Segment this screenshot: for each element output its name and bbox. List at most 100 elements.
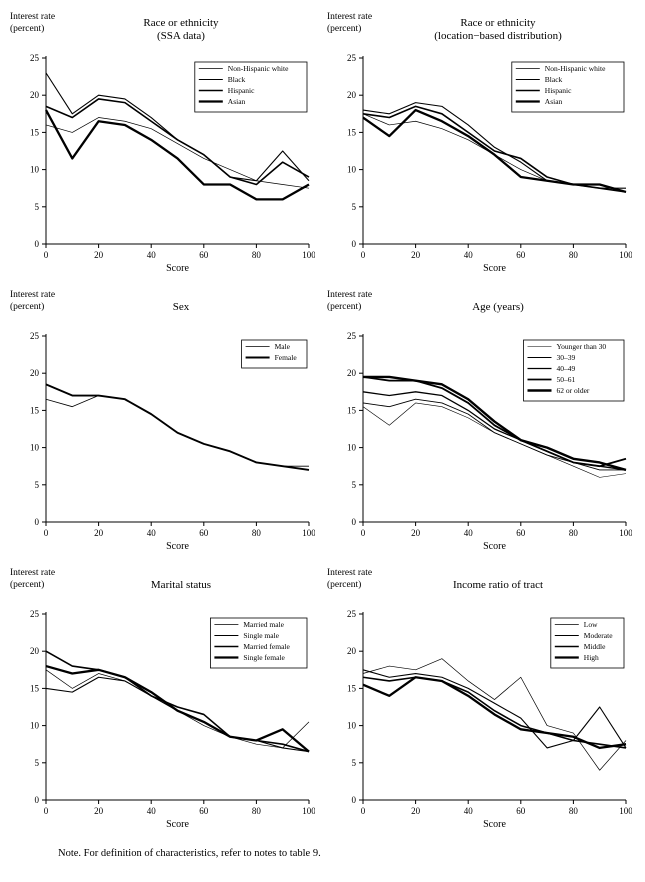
x-tick-label: 0 (361, 528, 366, 538)
chart-title-line1: Age (years) (472, 301, 524, 314)
x-tick-label: 0 (44, 806, 49, 816)
chart-age: Interest rate (percent) Age (years) 0 5 10… (327, 290, 639, 556)
y-tick-label: 15 (30, 683, 40, 693)
series-line (45, 383, 310, 471)
x-tick-label: 80 (252, 528, 262, 538)
legend-label: Single male (243, 631, 279, 640)
y-tick-label: 25 (30, 331, 40, 341)
x-tick-label: 100 (619, 528, 632, 538)
x-tick-label: 20 (411, 528, 421, 538)
line-plot-age: 0 5 10 15 20 25 0 20 40 60 80 100 Score Younger than … (347, 331, 632, 552)
series-line (45, 395, 309, 467)
y-tick-label: 10 (30, 443, 40, 453)
y-tick-label: 20 (30, 368, 40, 378)
chart-header: Interest rate (percent) Income ratio of … (327, 568, 639, 604)
legend-label: Asian (228, 97, 246, 106)
series-line (45, 676, 310, 753)
chart-title: Marital status (10, 568, 322, 604)
x-tick-label: 40 (464, 806, 474, 816)
x-tick-label: 100 (302, 806, 315, 816)
legend-label: Low (584, 620, 598, 629)
y-axis-label-line2: (percent) (327, 301, 362, 312)
chart-title-line1: Marital status (150, 579, 212, 592)
chart-title-line2: (location−based distribution) (434, 30, 562, 42)
chart-header: Interest rate (percent) Sex (10, 290, 322, 326)
y-tick-label: 20 (30, 646, 40, 656)
legend (550, 617, 625, 669)
line-plot-sex: 0 5 10 15 20 25 0 20 40 60 80 100 Score Male Female (30, 331, 315, 552)
y-tick-label: 0 (35, 517, 40, 527)
line-plot-race-location: 0 5 10 15 20 25 0 20 40 60 80 100 Score Non-Hispanic … (347, 53, 632, 274)
legend-label: 30–39 (557, 353, 576, 362)
x-tick-label: 100 (619, 250, 632, 260)
x-axis-title: Score (166, 819, 189, 830)
y-tick-label: 20 (347, 90, 357, 100)
x-tick-label: 80 (569, 806, 579, 816)
y-tick-label: 15 (30, 405, 40, 415)
x-tick-label: 0 (44, 528, 49, 538)
legend (241, 339, 308, 369)
chart-title-line1: Income ratio of tract (452, 579, 544, 592)
y-tick-label: 10 (30, 721, 40, 731)
x-tick-label: 100 (619, 806, 632, 816)
x-tick-label: 60 (516, 806, 526, 816)
y-axis-label-line2: (percent) (327, 579, 362, 590)
y-tick-label: 15 (347, 683, 357, 693)
x-tick-label: 60 (199, 250, 209, 260)
y-axis-label-line2: (percent) (10, 301, 45, 312)
chart-title-line1: Race or ethnicity (460, 16, 536, 29)
legend-label: Younger than 30 (557, 342, 607, 351)
x-tick-label: 40 (147, 250, 157, 260)
y-tick-label: 15 (347, 127, 357, 137)
x-axis-title: Score (483, 541, 506, 552)
legend-label: High (584, 653, 599, 662)
series-line (362, 398, 626, 471)
x-tick-label: 100 (302, 250, 315, 260)
legend (194, 61, 308, 113)
legend-label: Middle (584, 642, 606, 651)
x-tick-label: 100 (302, 528, 315, 538)
x-tick-label: 80 (569, 528, 579, 538)
chart-grid: Interest rate (percent) Race or ethnicit… (10, 12, 639, 834)
y-tick-label: 5 (35, 758, 40, 768)
series-line (362, 105, 627, 193)
footnote: Note. For definition of characteristics,… (58, 848, 321, 859)
y-tick-label: 0 (352, 239, 357, 249)
y-tick-label: 0 (35, 239, 40, 249)
x-tick-label: 60 (199, 806, 209, 816)
series-line (44, 109, 310, 201)
y-tick-label: 25 (347, 53, 357, 63)
x-tick-label: 40 (464, 250, 474, 260)
series-line (362, 658, 627, 771)
x-tick-label: 20 (94, 806, 104, 816)
chart-marital-status: Interest rate (percent) Marital status 0… (10, 568, 322, 834)
y-axis-label-line2: (percent) (327, 23, 362, 34)
x-tick-label: 80 (252, 250, 262, 260)
y-tick-label: 15 (30, 127, 40, 137)
legend-label: Female (275, 353, 298, 362)
x-tick-label: 0 (361, 806, 366, 816)
y-axis-label-line1: Interest rate (10, 290, 56, 300)
series-line (363, 375, 627, 472)
y-tick-label: 5 (352, 480, 357, 490)
series-line (362, 102, 626, 189)
y-tick-label: 10 (347, 165, 357, 175)
series-line (45, 650, 310, 753)
x-tick-label: 60 (199, 528, 209, 538)
y-tick-label: 5 (352, 758, 357, 768)
y-axis-label-line2: (percent) (10, 579, 45, 590)
legend-label: Black (545, 75, 563, 84)
x-axis-title: Score (483, 819, 506, 830)
y-axis-label: Interest rate (percent) (327, 12, 372, 36)
legend-label: Hispanic (228, 86, 255, 95)
legend-label: Non-Hispanic white (545, 64, 606, 73)
series-line (45, 117, 310, 189)
y-axis-label: Interest rate (percent) (327, 568, 372, 592)
y-axis-label: Interest rate (percent) (10, 12, 55, 36)
line-plot-marital-status: 0 5 10 15 20 25 0 20 40 60 80 100 Score Married male S… (30, 609, 315, 830)
legend-label: 62 or older (557, 386, 590, 395)
chart-title: Race or ethnicity (SSA data) (10, 12, 322, 48)
series-line (45, 98, 310, 186)
legend-label: Married female (243, 642, 290, 651)
y-tick-label: 25 (347, 331, 357, 341)
